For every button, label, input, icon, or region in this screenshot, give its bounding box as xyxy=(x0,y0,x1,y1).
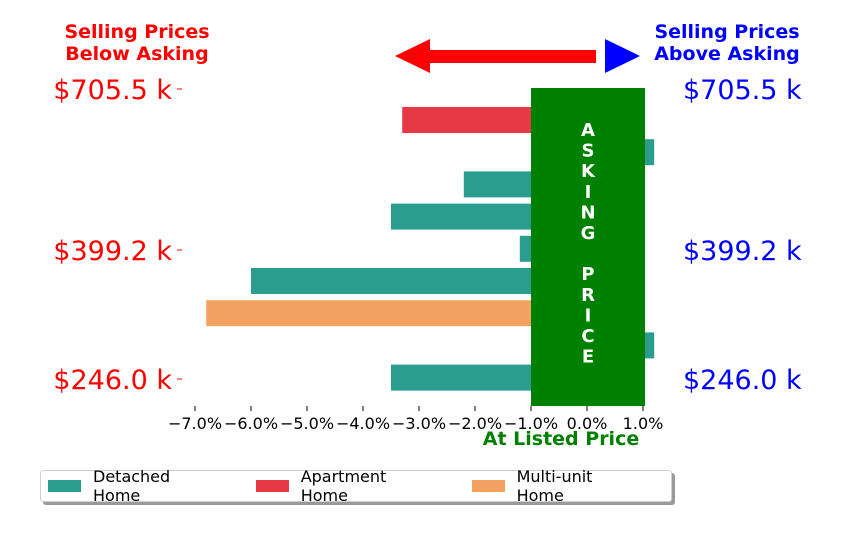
x-tick-label-7: 0.0% xyxy=(567,414,608,433)
direction-arrow xyxy=(395,39,640,73)
legend-item-1: Apartment Home xyxy=(255,467,435,505)
legend: Detached Home Apartment Home Multi-unit Ho… xyxy=(40,467,672,505)
y-tick-right-2: $246.0 k xyxy=(683,365,802,396)
legend-swatch-1 xyxy=(255,480,289,492)
x-tick-label-5: −2.0% xyxy=(448,414,502,433)
legend-swatch-0 xyxy=(48,480,81,492)
below-asking-annotation: Selling Prices Below Asking xyxy=(64,21,210,65)
legend-label-1: Apartment Home xyxy=(300,467,387,505)
legend-item-2: Multi-unit Home xyxy=(471,467,641,505)
arrow-shaft xyxy=(425,50,596,63)
y-axes: $705.5 k $399.2 k $246.0 k $705.5 k $399.2 k… xyxy=(53,75,802,396)
arrow-head-left xyxy=(395,39,430,73)
legend-label-0: Detached Home xyxy=(93,467,171,505)
above-asking-annotation: Selling Prices Above Asking xyxy=(654,21,800,65)
x-tick-label-8: 1.0% xyxy=(623,414,664,433)
legend-swatch-2 xyxy=(471,480,505,492)
arrow-head-right xyxy=(605,39,640,73)
bar-6 xyxy=(206,300,587,327)
y-tick-left-2: $246.0 k xyxy=(53,365,172,396)
y-tick-left-0: $705.5 k xyxy=(53,75,172,106)
y-tick-right-1: $399.2 k xyxy=(683,236,802,267)
legend-label-2: Multi-unit Home xyxy=(516,467,593,505)
x-tick-label-2: −5.0% xyxy=(280,414,334,433)
x-tick-label-0: −7.0% xyxy=(168,414,222,433)
x-tick-label-4: −3.0% xyxy=(392,414,446,433)
y-tick-left-1: $399.2 k xyxy=(53,236,172,267)
x-axis: −7.0% −6.0% −5.0% −4.0% −3.0% −2.0% −1.0% 0.0% 1… xyxy=(168,406,663,433)
x-tick-label-3: −4.0% xyxy=(336,414,390,433)
x-axis-label: At Listed Price xyxy=(483,428,639,450)
x-tick-label-1: −6.0% xyxy=(224,414,278,433)
asking-price-band xyxy=(531,88,645,406)
x-tick-label-6: −1.0% xyxy=(504,414,558,433)
y-tick-right-0: $705.5 k xyxy=(683,75,802,106)
legend-item-0: Detached Home xyxy=(48,467,219,505)
